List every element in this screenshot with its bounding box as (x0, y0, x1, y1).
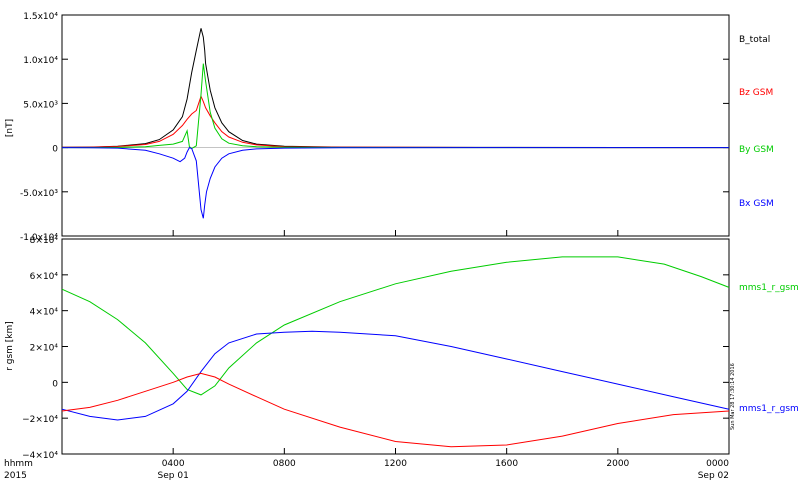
top-panel-frame (61, 14, 730, 237)
bottom-ytick-label: 2×10⁴ (30, 344, 59, 354)
xtick-label: 0800 (273, 459, 296, 469)
position-series-line (61, 330, 730, 421)
top-ylabel: [nT] (5, 119, 15, 137)
xtick-sublabel: Sep 01 (158, 471, 189, 481)
position-series-line (61, 372, 730, 448)
bottom-ytick-label: 4×10⁴ (30, 308, 59, 318)
xaxis-label: hhmm (4, 459, 33, 469)
legend-label: By GSM (739, 145, 774, 155)
top-ytick-label: 0 (52, 145, 58, 155)
legend-label: Bx GSM (739, 199, 774, 209)
bottom-ytick-label: 6×10⁴ (30, 272, 59, 282)
xtick-sublabel: Sep 02 (698, 471, 729, 481)
xtick-label: 1600 (495, 459, 518, 469)
top-ytick-label: 5.0x10³ (23, 100, 58, 110)
top-ytick-label: 1.0x10⁴ (23, 56, 58, 66)
side-timestamp: Sun Mar 28 17:30:14 2016 (730, 363, 736, 430)
magnetic-field-panel: 1.5x10⁴ 1.0x10⁴ 5.0x10³ 0 -5.0x10³ -1.0x10⁴ [n… (5, 12, 774, 243)
bottom-ytick-label: 8×10⁴ (30, 236, 59, 246)
legend-label: Bz GSM (739, 88, 773, 98)
legend-label: mms1_r_gsm (739, 283, 799, 293)
xaxis-sublabel: 2015 (4, 471, 27, 481)
position-series-line (61, 256, 730, 396)
xtick-label: 1200 (384, 459, 407, 469)
bottom-ytick-label: −4×10⁴ (22, 451, 58, 461)
xtick-label: 2000 (606, 459, 629, 469)
series-line-bx-gsm (61, 146, 729, 219)
top-ytick-label: -1.0x10⁴ (20, 233, 58, 243)
series-line-by-gsm (62, 63, 729, 150)
xtick-label: 0000 (706, 459, 729, 469)
position-panel: −4×10⁴ −2×10⁴ 0 2×10⁴ 4×10⁴ 6×10⁴ 8×10⁴ r gsm [… (4, 236, 799, 481)
xtick-label: 0400 (162, 459, 185, 469)
series-line-b-total (61, 28, 729, 148)
bottom-ytick-label: 0 (52, 379, 58, 389)
bottom-ytick-label: −2×10⁴ (22, 415, 58, 425)
bottom-ylabel: r gsm [km] (5, 321, 15, 371)
top-ytick-label: 1.5x10⁴ (23, 12, 58, 22)
legend-label: mms1_r_gsm (739, 404, 799, 414)
top-ytick-label: -5.0x10³ (20, 189, 58, 199)
legend-label: B_total (739, 35, 770, 45)
series-line-bz-gsm (61, 94, 729, 149)
